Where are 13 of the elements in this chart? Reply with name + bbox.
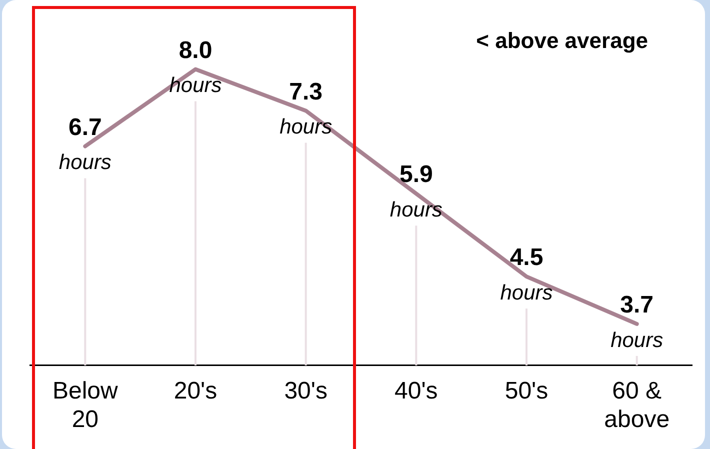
data-label: 4.5 hours [500,244,554,304]
text: < above average [476,28,648,54]
x-tick-label: 40's [394,377,438,404]
data-label: 3.7 hours [610,292,664,352]
x-tick-label: 50's [504,377,548,404]
data-label: 6.7 hours [58,114,112,174]
x-tick-label: 20's [174,377,218,404]
data-label: 7.3 hours [280,78,333,139]
data-label: 8.0 hours [169,36,222,98]
data-label: 5.9 hours [390,161,443,222]
x-tick-label: 60 & above [604,377,670,434]
x-tick-label: 30's [284,377,328,404]
x-tick-label: Below 20 [52,377,119,434]
